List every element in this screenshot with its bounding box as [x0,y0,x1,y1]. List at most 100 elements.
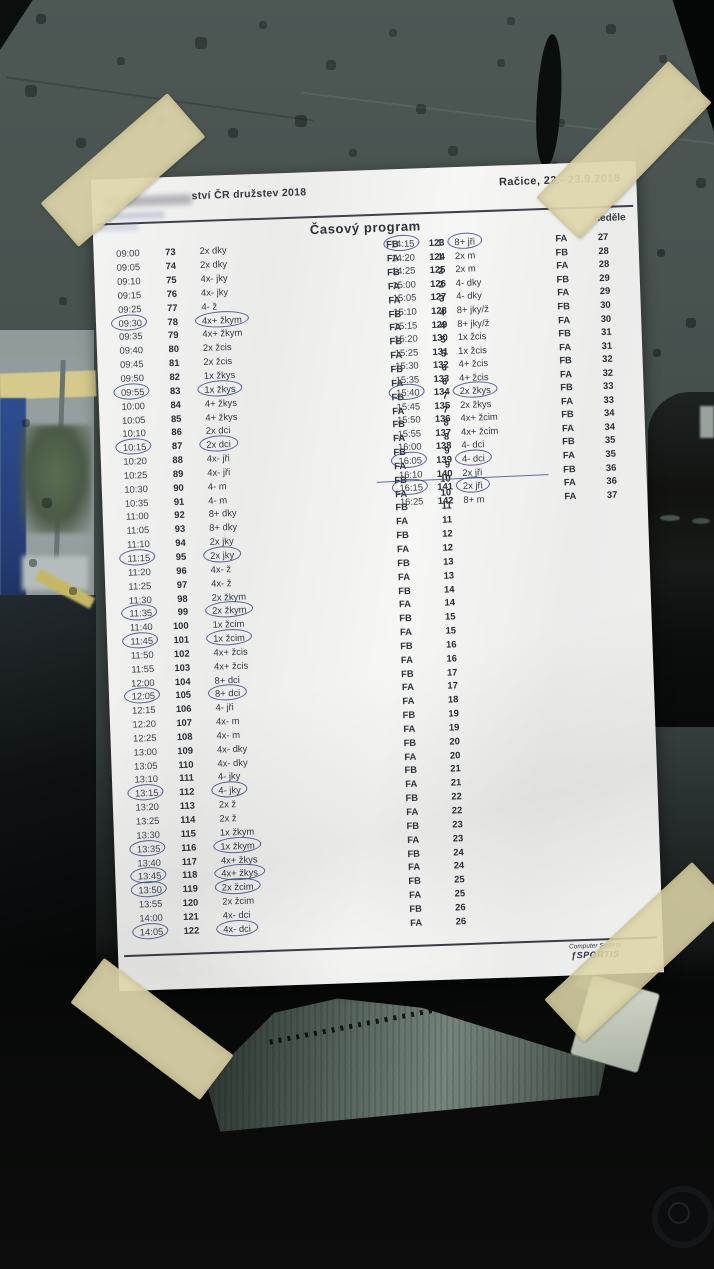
race-time: 10:15 [122,441,147,454]
final-phase: FA [397,570,411,582]
race-number: 94 [175,536,186,549]
race-time: 11:05 [126,524,150,537]
race-time: 11:25 [128,579,152,592]
final-number: 15 [445,624,457,636]
final-phase: FA [408,888,422,901]
final-phase: FB [558,327,572,339]
final-phase: FB [404,764,418,776]
final-phase: FA [557,313,571,326]
final-phase: FB [396,529,410,541]
race-number: 121 [182,910,199,922]
race-time: 11:20 [127,565,151,578]
race-time: 15:40 [395,386,420,399]
race-time: 10:10 [122,427,147,440]
race-number: 113 [179,799,196,812]
race-time: 13:35 [136,842,161,855]
race-number: 137 [435,426,452,438]
race-time: 12:05 [131,690,156,703]
race-number: 129 [431,317,448,330]
final-number: 34 [604,420,616,432]
final-phase: FA [564,489,577,502]
final-number: 30 [600,298,611,311]
race-number: 117 [181,855,198,867]
final-phase: FA [396,542,410,555]
race-number: 116 [181,841,197,853]
race-time: 15:05 [392,291,417,304]
race-time: 13:05 [133,759,158,772]
final-phase: FA [403,722,416,735]
race-number: 73 [164,246,176,258]
final-phase: FA [404,750,417,762]
final-number: 32 [601,352,613,365]
race-time: 09:05 [116,261,141,274]
race-number: 98 [177,592,188,604]
race-time: 12:15 [131,704,156,716]
race-time: 15:00 [392,278,417,291]
final-number: 32 [602,366,614,378]
race-time: 09:15 [117,289,142,301]
final-number: 26 [455,914,467,927]
final-phase: FB [561,435,575,447]
race-number: 124 [429,250,446,262]
race-number: 120 [182,896,199,909]
window-frame-corner-top-left [0,0,33,50]
race-number: 128 [430,304,447,316]
final-number: 21 [450,776,462,788]
final-phase: FA [560,394,574,407]
race-number: 80 [168,343,180,355]
race-number: 79 [167,329,179,341]
race-time: 09:35 [118,330,143,343]
race-number: 83 [169,384,181,396]
race-time: 16:05 [398,454,423,467]
final-number: 28 [598,244,609,256]
final-phase: FA [402,695,415,707]
final-phase: FA [399,625,413,638]
final-number: 23 [452,831,464,844]
race-number: 136 [434,412,451,425]
race-number: 90 [173,481,184,493]
final-number: 24 [453,859,465,871]
final-number: 36 [605,461,617,473]
race-time: 16:00 [397,440,422,453]
race-number: 115 [180,827,197,839]
race-number: 82 [169,370,181,383]
final-number: 23 [452,818,463,830]
race-time: 13:40 [137,856,162,869]
final-phase: FA [556,259,569,271]
race-time: 13:50 [138,883,162,896]
race-time: 13:25 [135,814,160,827]
race-number: 125 [429,263,446,276]
race-time: 09:45 [119,358,144,371]
final-number: 22 [451,804,463,816]
final-number: 27 [597,231,609,243]
final-number: 22 [451,790,462,802]
race-number: 74 [165,260,177,272]
final-number: 19 [448,721,460,733]
final-phase: FB [408,874,422,887]
final-number: 16 [446,652,458,664]
race-time: 12:20 [132,717,157,730]
race-number: 106 [175,702,192,715]
final-phase: FB [400,667,414,679]
race-time: 12:00 [130,676,155,689]
final-phase: FA [400,653,414,665]
final-phase: FB [562,462,576,475]
race-number: 85 [170,412,182,424]
race-number: 75 [165,273,177,286]
final-number: 35 [605,447,617,459]
final-number: 20 [449,735,460,747]
race-number: 119 [182,882,198,895]
final-phase: FA [561,421,575,434]
race-number: 138 [435,439,452,452]
outside-yellow-beam [0,370,97,400]
race-number: 135 [434,399,451,411]
race-number: 127 [430,290,447,303]
schedule-sheet: ství ČR družstev 2018 Račice, 22.- 23.9.… [90,160,665,992]
final-phase: FB [557,300,571,312]
race-number: 122 [183,924,200,936]
race-number: 107 [176,716,193,729]
final-number: 29 [599,285,611,297]
final-number: 12 [442,541,454,553]
race-number: 139 [436,453,453,465]
race-time: 10:35 [124,496,149,509]
